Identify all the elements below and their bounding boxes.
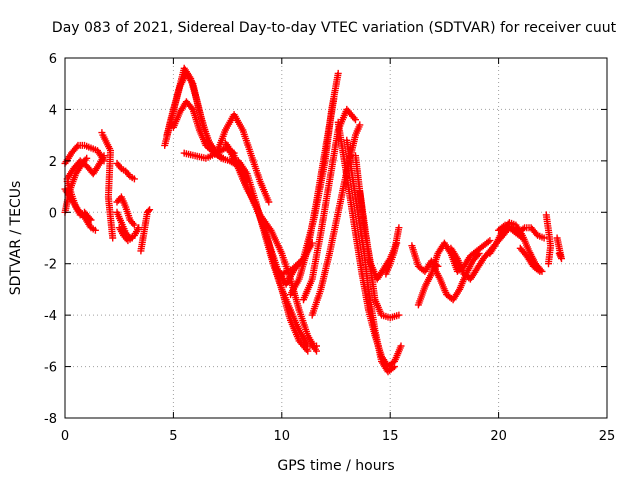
y-tick-label: -6 xyxy=(44,361,57,376)
x-tick-label: 20 xyxy=(490,429,507,444)
data-marks xyxy=(61,64,565,376)
series-late-i xyxy=(553,234,565,263)
x-axis-label: GPS time / hours xyxy=(277,458,394,474)
x-tick-label: 15 xyxy=(382,429,399,444)
series-midmorning xyxy=(180,111,273,206)
series-late-c xyxy=(430,249,483,304)
y-tick-label: 2 xyxy=(49,155,57,170)
series-t3.5 xyxy=(137,206,154,255)
series-late-h xyxy=(542,211,555,268)
series-t2-3-d xyxy=(115,224,136,245)
series-early-drop xyxy=(63,177,95,224)
y-tick-label: 0 xyxy=(49,206,57,221)
series-fall-5 xyxy=(382,224,403,278)
series-t2-3-b xyxy=(113,193,138,229)
x-tick-label: 10 xyxy=(274,429,291,444)
y-axis-label: SDTVAR / TECUs xyxy=(8,181,24,296)
x-tick-label: 5 xyxy=(169,429,177,444)
plot-frame xyxy=(64,57,608,419)
series-late-g xyxy=(516,244,544,275)
y-tick-label: 4 xyxy=(49,103,57,118)
series-desc-4 xyxy=(245,188,320,355)
axis-ticks: 0 5 10 15 20 25 -8 -6 -4 -2 0 2 4 6 xyxy=(44,52,615,444)
y-tick-label: -4 xyxy=(44,309,57,324)
y-tick-label: -8 xyxy=(44,412,57,427)
series-early-isolated xyxy=(98,129,117,242)
series-fall-4 xyxy=(356,188,403,322)
series-rise-3 xyxy=(300,105,359,304)
y-tick-label: -2 xyxy=(44,258,57,273)
series-fall-2 xyxy=(343,136,398,376)
chart-title: Day 083 of 2021, Sidereal Day-to-day VTE… xyxy=(52,20,617,36)
series-late-f xyxy=(495,221,548,242)
x-tick-label: 25 xyxy=(599,429,616,444)
series-rise-2 xyxy=(287,95,338,299)
series-t2-3-a xyxy=(113,159,138,183)
y-tick-label: 6 xyxy=(49,52,57,67)
x-tick-label: 0 xyxy=(61,429,69,444)
